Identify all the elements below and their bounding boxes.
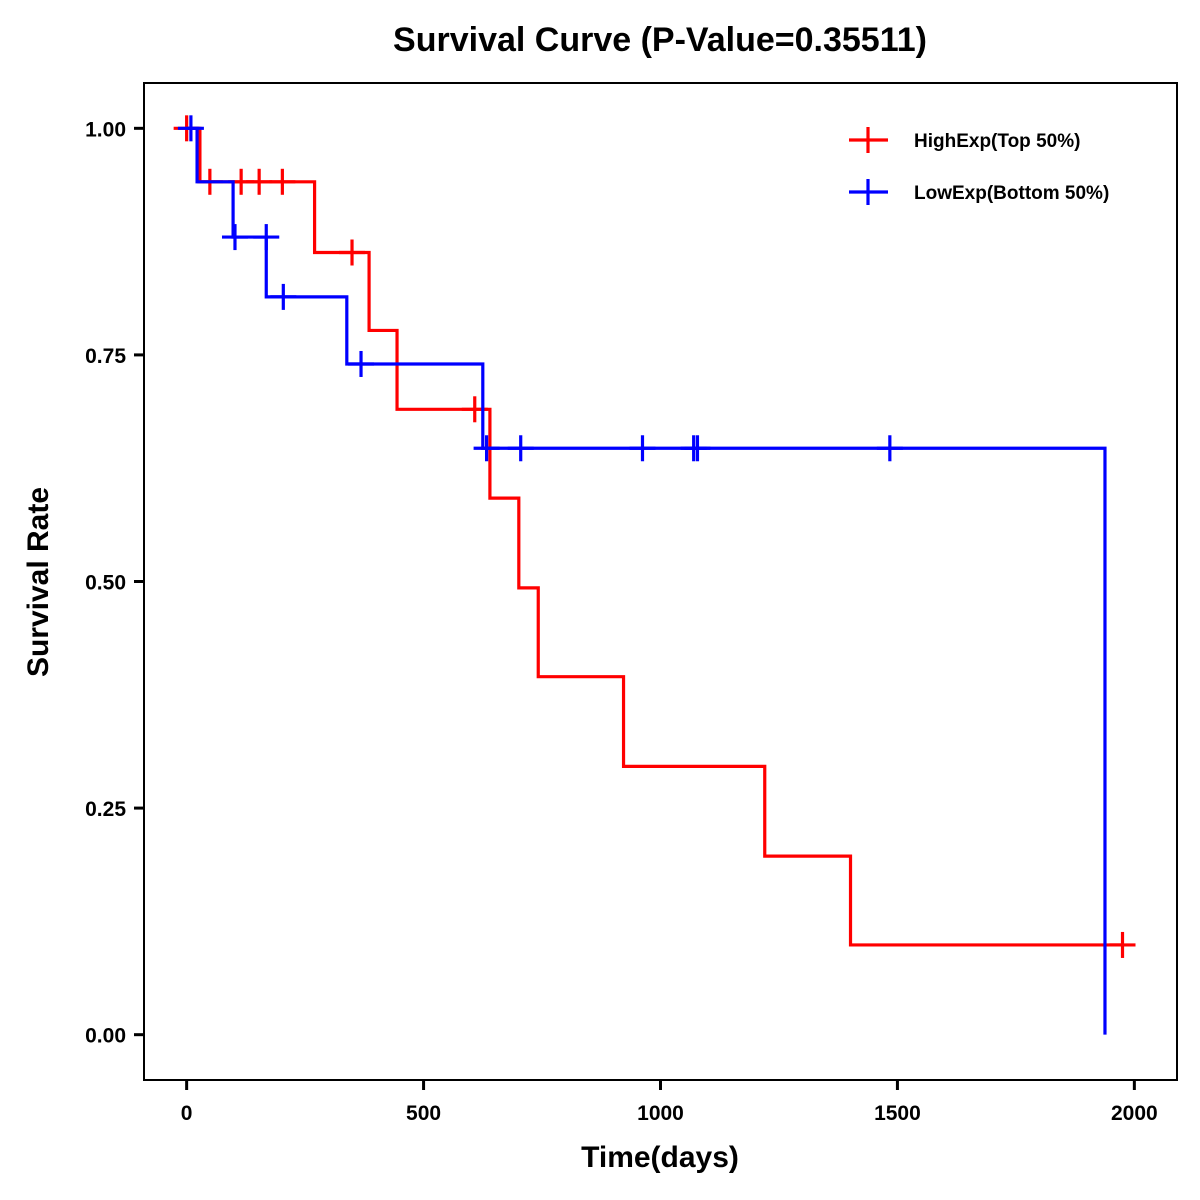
censor-mark	[684, 435, 711, 462]
x-tick-label: 500	[406, 1102, 441, 1125]
censor-mark	[177, 115, 204, 142]
censor-mark	[221, 224, 248, 251]
censor-mark	[876, 435, 903, 462]
legend-label: LowExp(Bottom 50%)	[914, 183, 1109, 204]
censor-mark	[253, 224, 280, 251]
censor-mark	[348, 350, 375, 377]
y-tick-label: 0.00	[85, 1025, 126, 1048]
legend-item: HighExp(Top 50%)	[849, 127, 1080, 153]
legend-item: LowExp(Bottom 50%)	[849, 179, 1109, 205]
censor-mark	[629, 435, 656, 462]
chart-title: Survival Curve (P-Value=0.35511)	[393, 21, 927, 59]
y-axis: 0.00 0.25 0.50 0.75 1.00	[85, 118, 144, 1048]
x-axis-title: Time(days)	[581, 1141, 739, 1174]
x-tick-label: 1500	[874, 1102, 921, 1125]
censor-mark	[507, 435, 534, 462]
y-axis-title: Survival Rate	[22, 487, 55, 677]
y-tick-label: 0.50	[85, 572, 126, 595]
series-layer	[173, 115, 1136, 1035]
y-tick-label: 0.75	[85, 345, 126, 368]
x-tick-label: 2000	[1111, 1102, 1158, 1125]
legend-key-icon	[849, 127, 888, 153]
censor-mark	[1109, 931, 1136, 958]
legend: HighExp(Top 50%) LowExp(Bottom 50%)	[849, 127, 1109, 205]
y-tick-label: 1.00	[85, 118, 126, 141]
x-axis: 0 500 1000 1500 2000	[181, 1080, 1158, 1125]
legend-label: HighExp(Top 50%)	[914, 131, 1080, 152]
series-lowexp	[177, 115, 1107, 1035]
censor-mark	[473, 435, 500, 462]
survival-step-line	[186, 126, 1123, 947]
censor-mark	[246, 168, 273, 195]
censor-mark	[270, 283, 297, 310]
censor-mark	[339, 239, 366, 266]
x-tick-label: 1000	[637, 1102, 684, 1125]
legend-key-icon	[849, 179, 888, 205]
x-tick-label: 0	[181, 1102, 193, 1125]
censor-mark	[269, 168, 296, 195]
y-tick-label: 0.25	[85, 798, 126, 821]
